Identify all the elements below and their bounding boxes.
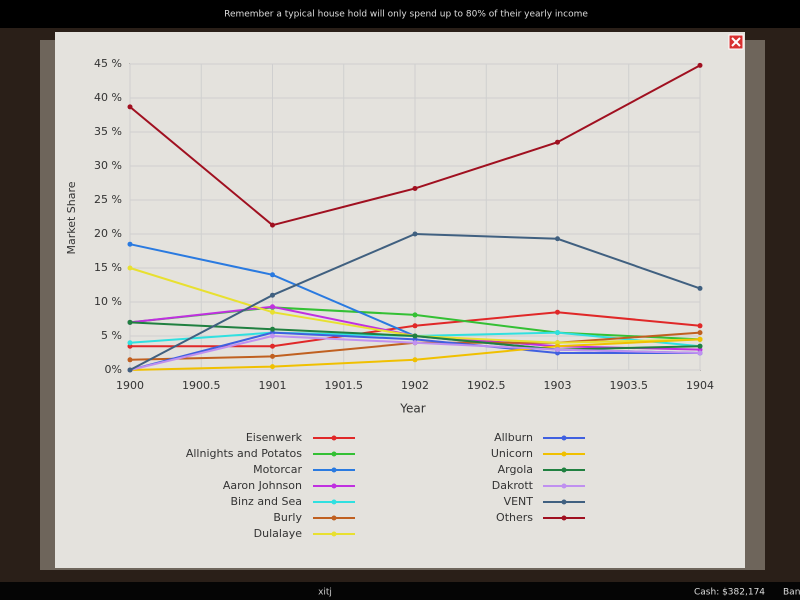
point	[127, 357, 133, 363]
legend-label: Argola	[498, 463, 533, 476]
point	[555, 139, 560, 145]
point	[412, 185, 418, 191]
bank: Ban	[783, 588, 800, 598]
y-tick-label: 0%	[105, 363, 122, 376]
point	[127, 319, 133, 325]
point	[270, 222, 275, 228]
point	[412, 357, 418, 363]
point	[270, 364, 275, 370]
y-tick-label: 45 %	[94, 57, 122, 70]
point	[697, 343, 703, 349]
legend-marker	[561, 451, 567, 457]
legend-label: Aaron Johnson	[223, 479, 302, 492]
legend-marker	[331, 435, 337, 441]
legend-marker	[331, 483, 337, 489]
point	[270, 309, 275, 315]
y-tick-label: 10 %	[94, 295, 122, 308]
point	[127, 104, 133, 110]
legend-label: Binz and Sea	[230, 495, 302, 508]
point	[697, 336, 703, 342]
point	[697, 323, 703, 329]
legend-marker	[561, 435, 567, 441]
legend-marker	[331, 467, 337, 473]
point	[270, 292, 275, 298]
y-tick-label: 40 %	[94, 91, 122, 104]
x-axis-label: Year	[399, 402, 425, 416]
point	[697, 62, 703, 68]
y-tick-label: 30 %	[94, 159, 122, 172]
legend-marker	[331, 451, 337, 457]
point	[412, 312, 418, 318]
point	[412, 333, 418, 339]
point	[127, 340, 133, 346]
legend-label: VENT	[504, 495, 534, 508]
cash: Cash: $382,174	[694, 588, 765, 598]
legend-label: Dulalaye	[254, 527, 303, 540]
x-tick-label: 1901.5	[325, 379, 364, 392]
legend-label: Motorcar	[253, 463, 302, 476]
point	[270, 333, 275, 339]
legend-marker	[331, 499, 337, 505]
point	[555, 236, 560, 242]
point	[697, 285, 703, 291]
legend-label: Others	[496, 511, 533, 524]
x-tick-label: 1903.5	[610, 379, 649, 392]
y-tick-label: 35 %	[94, 125, 122, 138]
x-tick-label: 1901	[259, 379, 287, 392]
y-axis-label: Market Share	[65, 181, 78, 254]
point	[270, 272, 275, 278]
point	[555, 330, 560, 336]
status-label: xitj	[318, 588, 332, 598]
point	[697, 350, 703, 356]
point	[270, 353, 275, 359]
point	[555, 309, 560, 315]
close-icon	[731, 37, 741, 47]
message: Remember a typical house hold will only …	[224, 10, 588, 20]
x-tick-label: 1902	[401, 379, 429, 392]
legend-label: Unicorn	[491, 447, 533, 460]
point	[270, 326, 275, 332]
legend-label: Eisenwerk	[246, 431, 303, 444]
legend-marker	[561, 467, 567, 473]
point	[270, 343, 275, 349]
legend-label: Allnights and Potatos	[186, 447, 302, 460]
y-tick-label: 20 %	[94, 227, 122, 240]
legend-marker	[561, 483, 567, 489]
legend-marker	[331, 515, 337, 521]
point	[270, 304, 275, 310]
point	[412, 231, 418, 237]
legend-marker	[561, 499, 567, 505]
x-tick-label: 1902.5	[467, 379, 506, 392]
legend-marker	[561, 515, 567, 521]
x-tick-label: 1904	[686, 379, 714, 392]
point	[412, 340, 418, 346]
x-tick-label: 1903	[544, 379, 572, 392]
legend-label: Burly	[273, 511, 302, 524]
point	[127, 241, 133, 247]
legend-label: Allburn	[494, 431, 533, 444]
x-tick-label: 1900	[116, 379, 144, 392]
paper	[55, 32, 745, 568]
status-bar	[0, 582, 800, 600]
point	[127, 265, 133, 271]
legend-label: Dakrott	[492, 479, 534, 492]
x-tick-label: 1900.5	[182, 379, 221, 392]
point	[412, 323, 418, 329]
point	[555, 347, 560, 353]
legend-marker	[331, 531, 337, 537]
y-tick-label: 15 %	[94, 261, 122, 274]
y-tick-label: 25 %	[94, 193, 122, 206]
point	[127, 367, 133, 373]
message-bar	[0, 0, 800, 28]
point	[697, 330, 703, 336]
y-tick-label: 5 %	[101, 329, 122, 342]
